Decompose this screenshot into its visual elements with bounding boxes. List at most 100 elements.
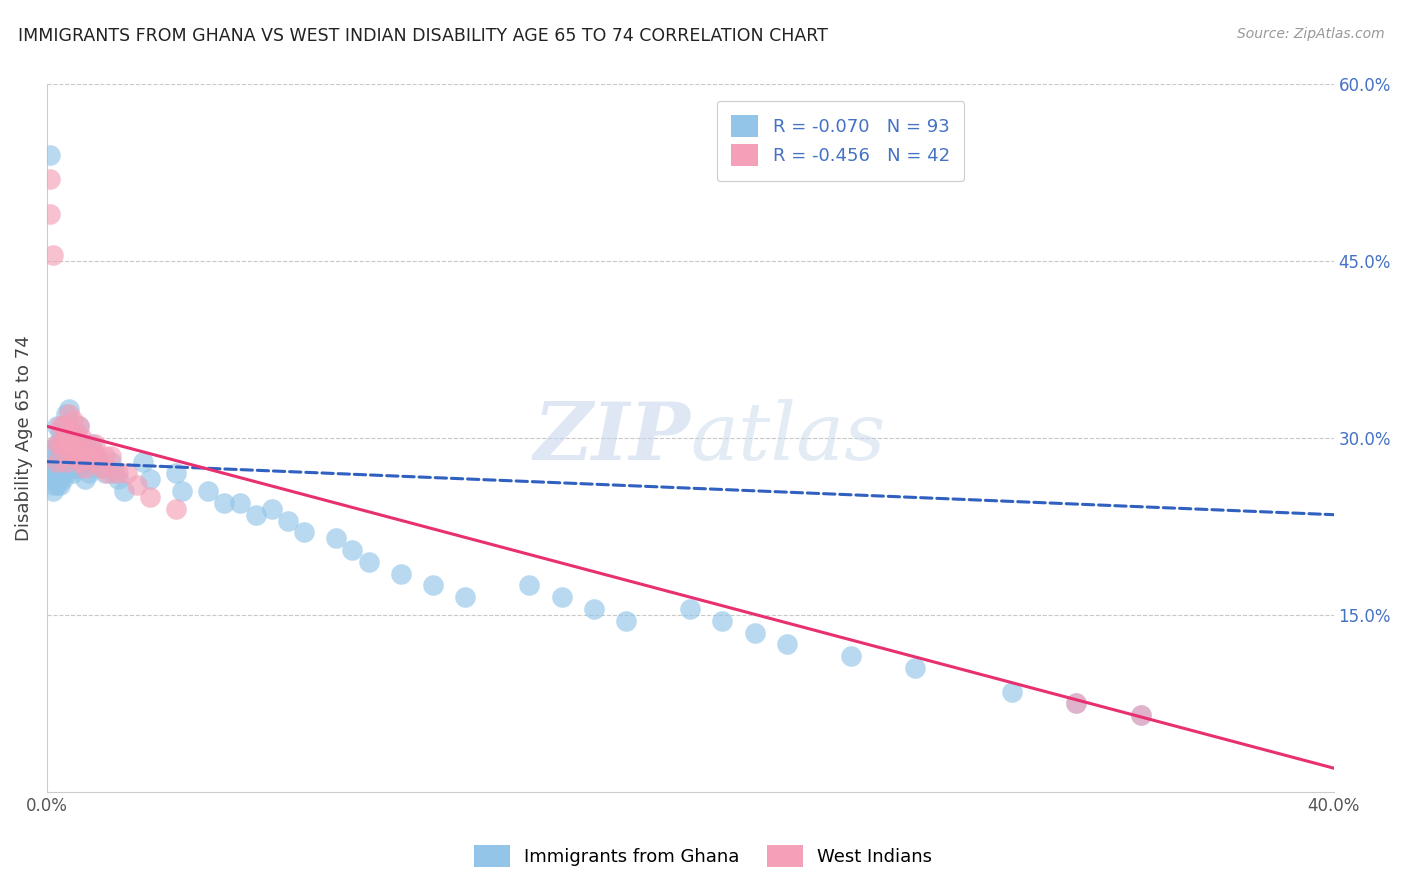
Point: [55, 408, 77, 422]
Y-axis label: Disability Age 65 to 74: Disability Age 65 to 74: [15, 335, 32, 541]
Point: [55, 425, 77, 440]
Point: [39, 171, 62, 186]
Point: [519, 578, 541, 592]
Point: [55, 455, 77, 469]
Point: [49, 460, 72, 475]
Point: [1064, 696, 1087, 710]
Point: [65, 425, 87, 440]
Point: [117, 467, 139, 481]
Point: [42, 472, 65, 486]
Point: [744, 625, 766, 640]
Point: [52, 437, 75, 451]
Point: [62, 431, 84, 445]
Point: [49, 478, 72, 492]
Point: [52, 419, 75, 434]
Point: [67, 455, 90, 469]
Point: [39, 207, 62, 221]
Point: [77, 449, 100, 463]
Point: [49, 472, 72, 486]
Point: [58, 408, 80, 422]
Point: [52, 467, 75, 481]
Point: [67, 442, 90, 457]
Point: [1129, 708, 1152, 723]
Point: [229, 496, 252, 510]
Point: [52, 472, 75, 486]
Point: [711, 614, 734, 628]
Point: [75, 442, 97, 457]
Point: [55, 437, 77, 451]
Point: [125, 478, 148, 492]
Point: [679, 602, 702, 616]
Point: [67, 460, 90, 475]
Point: [1001, 684, 1024, 698]
Point: [72, 431, 94, 445]
Point: [1129, 708, 1152, 723]
Point: [45, 460, 67, 475]
Point: [72, 455, 94, 469]
Point: [45, 449, 67, 463]
Point: [75, 472, 97, 486]
Point: [84, 455, 107, 469]
Point: [80, 442, 103, 457]
Point: [42, 460, 65, 475]
Point: [342, 543, 364, 558]
Point: [52, 449, 75, 463]
Point: [357, 555, 380, 569]
Point: [52, 455, 75, 469]
Point: [49, 437, 72, 451]
Point: [454, 591, 477, 605]
Point: [62, 413, 84, 427]
Legend: R = -0.070   N = 93, R = -0.456   N = 42: R = -0.070 N = 93, R = -0.456 N = 42: [717, 101, 965, 181]
Point: [65, 449, 87, 463]
Point: [65, 425, 87, 440]
Point: [112, 484, 135, 499]
Point: [165, 501, 187, 516]
Point: [58, 437, 80, 451]
Point: [94, 467, 117, 481]
Point: [614, 614, 637, 628]
Point: [62, 449, 84, 463]
Point: [62, 437, 84, 451]
Point: [107, 467, 129, 481]
Point: [139, 490, 162, 504]
Point: [904, 661, 927, 675]
Point: [165, 467, 187, 481]
Point: [1064, 696, 1087, 710]
Point: [389, 566, 412, 581]
Point: [52, 419, 75, 434]
Point: [72, 437, 94, 451]
Point: [262, 501, 284, 516]
Point: [75, 437, 97, 451]
Point: [292, 525, 315, 540]
Point: [197, 484, 219, 499]
Point: [170, 484, 193, 499]
Point: [39, 442, 62, 457]
Point: [55, 467, 77, 481]
Point: [550, 591, 572, 605]
Point: [42, 484, 65, 499]
Point: [72, 449, 94, 463]
Point: [39, 148, 62, 162]
Point: [42, 442, 65, 457]
Point: [67, 419, 90, 434]
Point: [65, 460, 87, 475]
Point: [52, 437, 75, 451]
Text: atlas: atlas: [690, 400, 886, 477]
Point: [65, 442, 87, 457]
Point: [55, 442, 77, 457]
Point: [45, 437, 67, 451]
Point: [45, 472, 67, 486]
Point: [62, 449, 84, 463]
Point: [100, 449, 122, 463]
Point: [45, 455, 67, 469]
Text: IMMIGRANTS FROM GHANA VS WEST INDIAN DISABILITY AGE 65 TO 74 CORRELATION CHART: IMMIGRANTS FROM GHANA VS WEST INDIAN DIS…: [18, 27, 828, 45]
Point: [49, 455, 72, 469]
Point: [49, 419, 72, 434]
Point: [84, 437, 107, 451]
Point: [80, 437, 103, 451]
Point: [55, 455, 77, 469]
Point: [107, 472, 129, 486]
Text: Source: ZipAtlas.com: Source: ZipAtlas.com: [1237, 27, 1385, 41]
Point: [132, 455, 155, 469]
Point: [325, 531, 347, 545]
